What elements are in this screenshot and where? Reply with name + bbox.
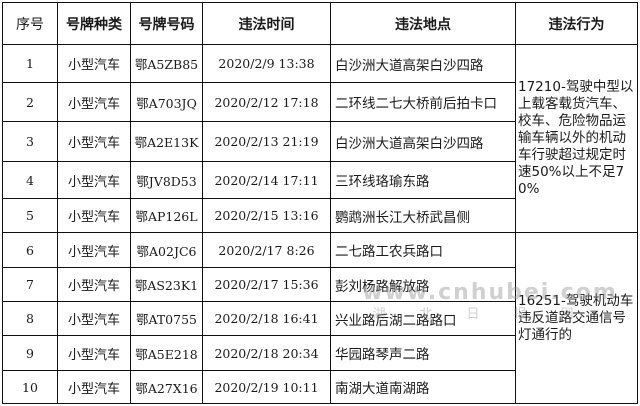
plate-number: 鄂A2E13K [130, 121, 203, 162]
violation-time: 2020/2/17 8:26 [202, 232, 331, 268]
header-row: 序号 号牌种类 号牌号码 违法时间 违法地点 违法行为 [2, 2, 638, 45]
plate-number: 鄂A02JC6 [130, 232, 203, 268]
violation-location: 三环线珞瑜东路 [330, 161, 516, 199]
plate-number: 鄂AS23K1 [130, 267, 203, 302]
violation-time: 2020/2/17 15:36 [202, 267, 331, 302]
row-number: 7 [2, 267, 58, 302]
row-number: 4 [2, 161, 58, 199]
violation-time: 2020/2/15 13:16 [202, 198, 331, 233]
plate-type: 小型汽车 [57, 121, 131, 162]
row-number: 10 [2, 370, 58, 404]
row-number: 5 [2, 198, 58, 233]
plate-type: 小型汽车 [57, 44, 131, 83]
violation-location: 兴业路后湖二路路口 [330, 301, 516, 336]
violation-time: 2020/2/18 16:41 [202, 301, 331, 336]
plate-number: 鄂AP126L [130, 198, 203, 233]
table-row: 3 小型汽车 鄂A2E13K 2020/2/13 21:19 白沙洲大道高架白沙四路 [2, 121, 638, 162]
header-no: 序号 [2, 2, 58, 45]
row-number: 1 [2, 44, 58, 83]
violation-location: 白沙洲大道高架白沙四路 [330, 44, 516, 83]
plate-type: 小型汽车 [57, 370, 131, 404]
table-row: 6 小型汽车 鄂A02JC6 2020/2/17 8:26 二七路工农兵路口 16251-… [2, 232, 638, 404]
row-number: 3 [2, 121, 58, 162]
violation-location: 鹦鹉洲长江大桥武昌侧 [330, 198, 516, 233]
plate-number: 鄂AT0755 [130, 301, 203, 336]
violation-time: 2020/2/19 10:11 [202, 370, 331, 404]
row-number: 2 [2, 82, 58, 122]
table-row: 4 小型汽车 鄂JV8D53 2020/2/14 17:11 三环线珞瑜东路 [2, 161, 638, 199]
violation-behavior: 17210-驾驶中型以上载客载货汽车、校车、危险物品运输车辆以外的机动车行驶超过… [515, 44, 638, 233]
plate-number: 鄂A5ZB85 [130, 44, 203, 83]
violation-location: 二环线二七大桥前后拍卡口 [330, 82, 516, 122]
violation-location: 白沙洲大道高架白沙四路 [330, 121, 516, 162]
plate-type: 小型汽车 [57, 232, 131, 268]
row-number: 9 [2, 335, 58, 371]
violation-time: 2020/2/9 13:38 [202, 44, 331, 83]
violation-time: 2020/2/12 17:18 [202, 82, 331, 122]
header-location: 违法地点 [330, 2, 516, 45]
table-row: 10 小型汽车 鄂A27X16 2020/2/19 10:11 南湖大道南湖路 [2, 370, 638, 404]
plate-type: 小型汽车 [57, 82, 131, 122]
plate-type: 小型汽车 [57, 335, 131, 371]
violation-behavior: 16251-驾驶机动车违反道路交通信号灯通行的 [515, 232, 638, 404]
violation-time: 2020/2/18 20:34 [202, 335, 331, 371]
header-plate-number: 号牌号码 [130, 2, 203, 45]
table-row: 7 小型汽车 鄂AS23K1 2020/2/17 15:36 彭刘杨路解放路 [2, 267, 638, 302]
table-row: 2 小型汽车 鄂A703JQ 2020/2/12 17:18 二环线二七大桥前后拍卡口 [2, 82, 638, 122]
table-row: 8 小型汽车 鄂AT0755 2020/2/18 16:41 兴业路后湖二路路口 [2, 301, 638, 336]
table-row: 1 小型汽车 鄂A5ZB85 2020/2/9 13:38 白沙洲大道高架白沙四路 17… [2, 44, 638, 233]
header-plate-type: 号牌种类 [57, 2, 131, 45]
plate-type: 小型汽车 [57, 198, 131, 233]
violation-location: 华园路琴声二路 [330, 335, 516, 371]
violation-time: 2020/2/13 21:19 [202, 121, 331, 162]
plate-type: 小型汽车 [57, 301, 131, 336]
violation-location: 南湖大道南湖路 [330, 370, 516, 404]
violation-location: 二七路工农兵路口 [330, 232, 516, 268]
plate-type: 小型汽车 [57, 267, 131, 302]
violation-time: 2020/2/14 17:11 [202, 161, 331, 199]
plate-type: 小型汽车 [57, 161, 131, 199]
row-number: 8 [2, 301, 58, 336]
plate-number: 鄂A703JQ [130, 82, 203, 122]
header-time: 违法时间 [202, 2, 331, 45]
header-behavior: 违法行为 [515, 2, 638, 45]
row-number: 6 [2, 232, 58, 268]
plate-number: 鄂JV8D53 [130, 161, 203, 199]
plate-number: 鄂A27X16 [130, 370, 203, 404]
table-row: 5 小型汽车 鄂AP126L 2020/2/15 13:16 鹦鹉洲长江大桥武昌侧 [2, 198, 638, 233]
plate-number: 鄂A5E218 [130, 335, 203, 371]
violation-location: 彭刘杨路解放路 [330, 267, 516, 302]
